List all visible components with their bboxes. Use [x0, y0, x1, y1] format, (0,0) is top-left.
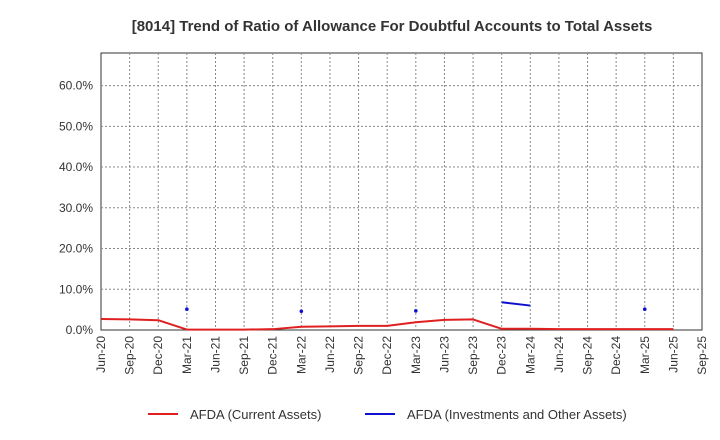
x-tick-label: Mar-21	[180, 336, 194, 374]
series-line	[100, 318, 674, 331]
x-tick-label: Sep-24	[581, 336, 595, 375]
x-tick-label: Jun-23	[437, 336, 451, 373]
x-tick-label: Mar-22	[294, 336, 308, 374]
data-point	[642, 307, 647, 312]
x-tick-label: Sep-23	[466, 336, 480, 375]
series-group	[100, 301, 674, 331]
plot-frame	[100, 52, 703, 331]
x-tick-label: Sep-25	[695, 336, 709, 375]
series-1	[100, 318, 674, 331]
x-tick-label: Sep-22	[352, 336, 366, 375]
data-point	[185, 307, 189, 312]
x-tick-label: Dec-21	[266, 336, 280, 375]
x-tick-label: Mar-24	[523, 336, 537, 374]
x-tick-label: Mar-25	[638, 336, 652, 374]
x-tick-label: Dec-22	[380, 336, 394, 375]
x-tick-label: Dec-23	[495, 336, 509, 375]
y-tick-label: 40.0%	[59, 160, 93, 174]
x-tick-label: Jun-21	[208, 336, 222, 373]
y-axis-ticks: 0.0% 10.0% 20.0% 30.0% 40.0% 50.0% 60.0%	[59, 79, 93, 337]
x-tick-label: Jun-20	[94, 336, 108, 373]
legend: AFDA (Current Assets) AFDA (Investments a…	[148, 407, 627, 422]
y-tick-label: 0.0%	[66, 323, 94, 337]
x-tick-label: Mar-23	[409, 336, 423, 374]
x-tick-label: Sep-20	[123, 336, 137, 375]
y-tick-label: 60.0%	[59, 79, 93, 93]
x-tick-label: Jun-25	[666, 336, 680, 373]
x-tick-label: Jun-24	[552, 336, 566, 373]
plot-area	[100, 52, 703, 331]
chart-title: [8014] Trend of Ratio of Allowance For D…	[132, 18, 653, 35]
data-point	[299, 309, 304, 314]
legend-label: AFDA (Investments and Other Assets)	[407, 407, 627, 422]
x-axis-ticks: Jun-20 Sep-20 Dec-20 Mar-21 Jun-21 Sep-21 Dec-…	[94, 336, 709, 375]
y-tick-label: 10.0%	[59, 282, 93, 296]
x-tick-label: Sep-21	[237, 336, 251, 375]
data-point	[414, 309, 418, 313]
y-tick-label: 50.0%	[59, 119, 93, 133]
series-2	[185, 301, 647, 314]
x-tick-label: Dec-20	[151, 336, 165, 375]
y-tick-label: 20.0%	[59, 242, 93, 256]
x-tick-label: Dec-24	[609, 336, 623, 375]
y-tick-label: 30.0%	[59, 201, 93, 215]
grid-lines	[101, 53, 702, 330]
x-tick-label: Jun-22	[323, 336, 337, 373]
series-line	[501, 301, 531, 307]
legend-label: AFDA (Current Assets)	[190, 407, 321, 422]
